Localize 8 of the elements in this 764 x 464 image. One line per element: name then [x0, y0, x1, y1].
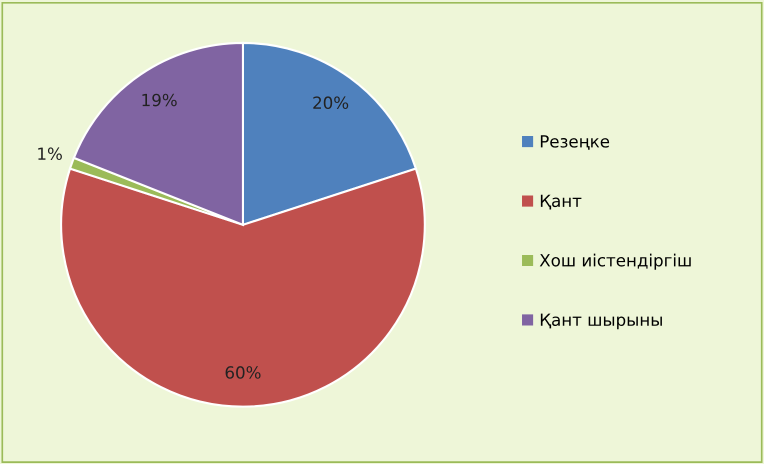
- legend-label: Қант: [540, 194, 582, 210]
- legend-label: Хош иістендіргіш: [540, 254, 691, 270]
- data-label: 60%: [226, 366, 261, 379]
- legend-label: Резеңке: [540, 135, 610, 150]
- data-label: 1%: [38, 147, 62, 160]
- data-label: 20%: [313, 96, 348, 110]
- data-label: 19%: [142, 94, 177, 106]
- legend-label: Қант шырыны: [540, 314, 662, 330]
